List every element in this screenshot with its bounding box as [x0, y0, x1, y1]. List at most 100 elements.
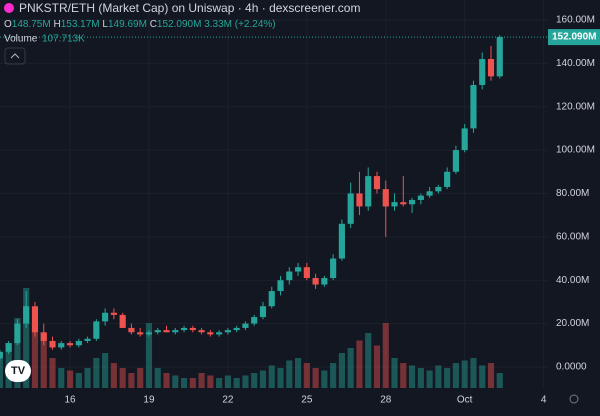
candle-body — [189, 327, 196, 331]
volume-bar — [172, 375, 179, 388]
y-tick-label: 120.00M — [556, 101, 595, 112]
candle-body — [163, 330, 170, 333]
candle-body — [93, 321, 100, 339]
candle-body — [259, 306, 267, 318]
ohlc-key: O — [4, 19, 12, 30]
settings-icon[interactable] — [569, 394, 579, 404]
x-tick-label: 25 — [301, 395, 313, 406]
volume-bar — [163, 373, 170, 388]
candle-body — [251, 317, 258, 324]
ohlc-value: 3.33M (+2.24%) — [204, 19, 275, 30]
volume-bar — [198, 373, 205, 388]
candle-body — [330, 258, 337, 279]
price-tag-label: 152.090M — [552, 32, 596, 43]
ohlc-line: O148.75M H153.17M L149.69M C152.090M 3.3… — [4, 19, 276, 30]
volume-bar — [110, 363, 117, 388]
candle-body — [417, 195, 424, 200]
volume-bar — [251, 373, 258, 388]
collapse-button[interactable] — [4, 47, 26, 65]
candle-body — [365, 176, 372, 207]
volume-bar — [154, 368, 161, 388]
volume-bar — [470, 358, 477, 388]
candle-body — [487, 58, 495, 77]
tv-logo[interactable] — [5, 360, 31, 382]
volume-bar — [49, 358, 56, 388]
candle-body — [84, 338, 91, 341]
volume-bar — [330, 363, 337, 388]
y-tick-label: 40.00M — [556, 275, 589, 286]
x-tick-label: 28 — [380, 395, 392, 406]
volume-bar — [66, 370, 74, 388]
candle-body — [31, 306, 39, 333]
candle-body — [207, 332, 214, 335]
ohlc-key: H — [53, 19, 60, 30]
volume-bar — [435, 365, 442, 388]
candle-body — [137, 332, 144, 335]
tv-logo-text: TV — [11, 365, 26, 377]
collapse-icon — [10, 53, 20, 59]
volume-bar — [461, 360, 468, 388]
candle-body — [0, 351, 3, 359]
price-tag — [548, 29, 600, 46]
volume-bar — [31, 328, 39, 388]
candle-body — [277, 280, 284, 292]
candle-body — [14, 323, 21, 344]
volume-label: Volume — [4, 34, 38, 45]
volume-bar — [93, 358, 100, 388]
candle-body — [233, 327, 240, 331]
candle-body — [128, 327, 135, 333]
candle-body — [119, 314, 126, 328]
candle-body — [110, 312, 117, 315]
volume-bar — [216, 378, 223, 388]
volume-bar — [417, 368, 424, 388]
x-tick-label: 16 — [64, 395, 76, 406]
volume-bar — [338, 353, 345, 388]
ohlc-key: L — [102, 19, 108, 30]
candle-body — [382, 189, 389, 207]
y-tick-label: 100.00M — [556, 145, 595, 156]
x-tick-label: 19 — [143, 395, 155, 406]
candle-body — [479, 58, 486, 86]
volume-bar — [145, 323, 153, 388]
volume-bar — [382, 323, 389, 388]
candle-body — [312, 278, 319, 285]
volume-bar — [487, 363, 495, 388]
volume-bar — [14, 318, 21, 388]
plot-area — [0, 35, 548, 388]
ohlc-value: 153.17M — [61, 19, 100, 30]
ohlc-key: C — [150, 19, 157, 30]
volume-bar — [444, 368, 451, 388]
candle-body — [5, 343, 12, 352]
candle-body — [408, 199, 416, 205]
volume-bar — [119, 368, 126, 388]
candle-body — [58, 343, 65, 348]
volume-bar — [426, 370, 433, 388]
candle-body — [452, 150, 459, 172]
token-icon — [4, 3, 14, 13]
candle-body — [242, 323, 249, 328]
candle-body — [180, 327, 188, 331]
volume-bar — [40, 333, 47, 388]
candle-body — [303, 267, 310, 279]
candle-body — [40, 332, 47, 341]
volume-bar — [277, 368, 284, 388]
y-tick-label: 20.00M — [556, 318, 589, 329]
volume-bar — [356, 340, 363, 388]
x-tick-label: Oct — [457, 395, 473, 406]
volume-bar — [496, 373, 503, 388]
candle-body — [198, 330, 205, 333]
candle-body — [102, 312, 109, 322]
volume-bar — [303, 363, 310, 388]
volume-value: 107.713K — [42, 34, 85, 45]
candle-body — [224, 330, 231, 333]
volume-bar — [242, 375, 249, 388]
volume-bar — [321, 370, 328, 388]
candle-body — [426, 191, 433, 196]
volume-bar — [452, 363, 459, 388]
volume-bar — [286, 360, 293, 388]
volume-bar — [137, 368, 144, 388]
candle-body — [154, 330, 161, 333]
volume-bar — [294, 358, 302, 388]
